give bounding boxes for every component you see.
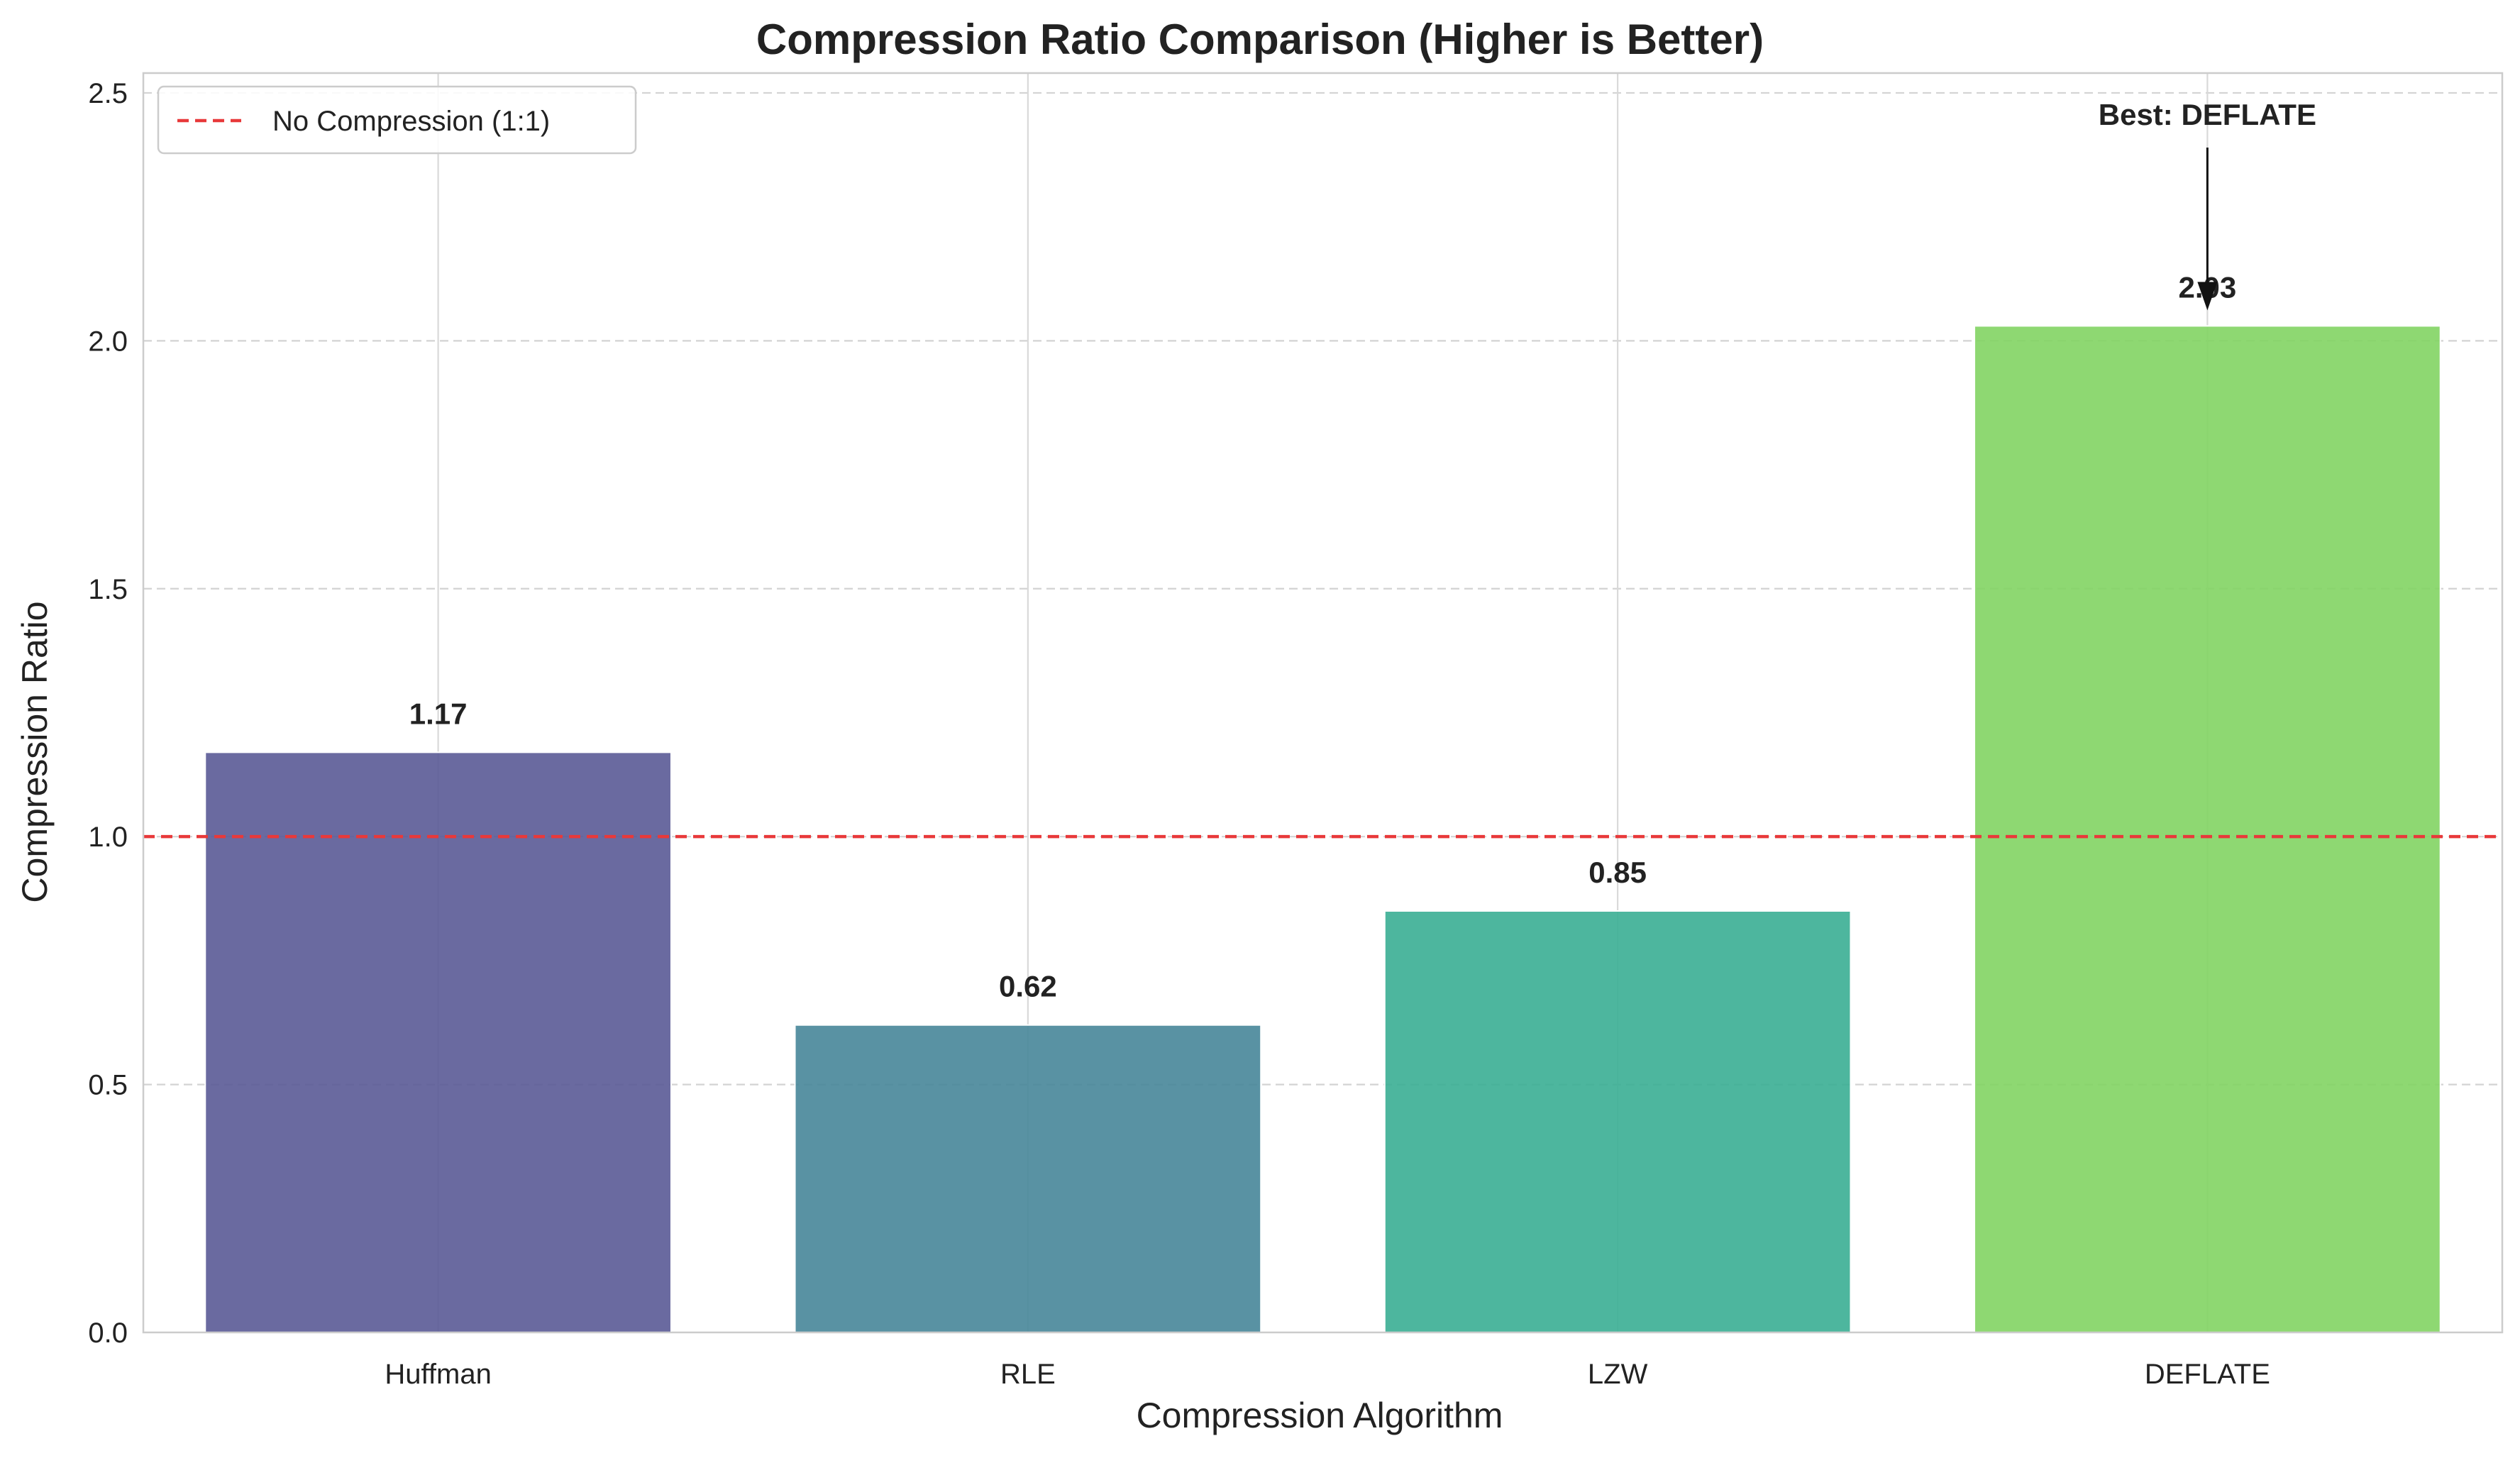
- y-tick-label: 0.0: [88, 1318, 128, 1349]
- best-annotation-text: Best: DEFLATE: [2099, 98, 2316, 131]
- bars: [204, 325, 2441, 1334]
- y-tick-label: 2.5: [88, 78, 128, 109]
- ticks: 0.0 0.5 1.0 1.5 2.0 2.5 Huffman RLE LZW DEFLATE: [88, 78, 2270, 1390]
- annotation-arrow-head: [2197, 282, 2218, 311]
- x-tick-label: LZW: [1588, 1359, 1648, 1390]
- y-tick-label: 1.5: [88, 574, 128, 605]
- x-tick-label: RLE: [1000, 1359, 1056, 1390]
- value-label: 0.62: [999, 970, 1057, 1003]
- value-label: 0.85: [1588, 856, 1647, 889]
- legend-box: [157, 85, 637, 155]
- x-tick-label: Huffman: [385, 1359, 491, 1390]
- bar-deflate: [1974, 325, 2441, 1334]
- bar-rle: [794, 1024, 1262, 1334]
- chart-title: Compression Ratio Comparison (Higher is …: [756, 16, 1764, 63]
- y-tick-label: 2.0: [88, 326, 128, 357]
- bar-huffman: [204, 751, 672, 1333]
- y-tick-label: 1.0: [88, 822, 128, 853]
- bar-lzw: [1383, 910, 1852, 1333]
- legend-label: No Compression (1:1): [272, 106, 550, 137]
- annotation: Best: DEFLATE: [2099, 98, 2316, 311]
- legend: No Compression (1:1): [157, 85, 637, 155]
- x-tick-label: DEFLATE: [2145, 1359, 2270, 1390]
- y-tick-label: 0.5: [88, 1070, 128, 1101]
- y-axis-label: Compression Ratio: [15, 601, 55, 902]
- value-label: 1.17: [409, 697, 468, 730]
- x-axis-label: Compression Algorithm: [1137, 1396, 1503, 1435]
- plot-frame: [142, 72, 2504, 1334]
